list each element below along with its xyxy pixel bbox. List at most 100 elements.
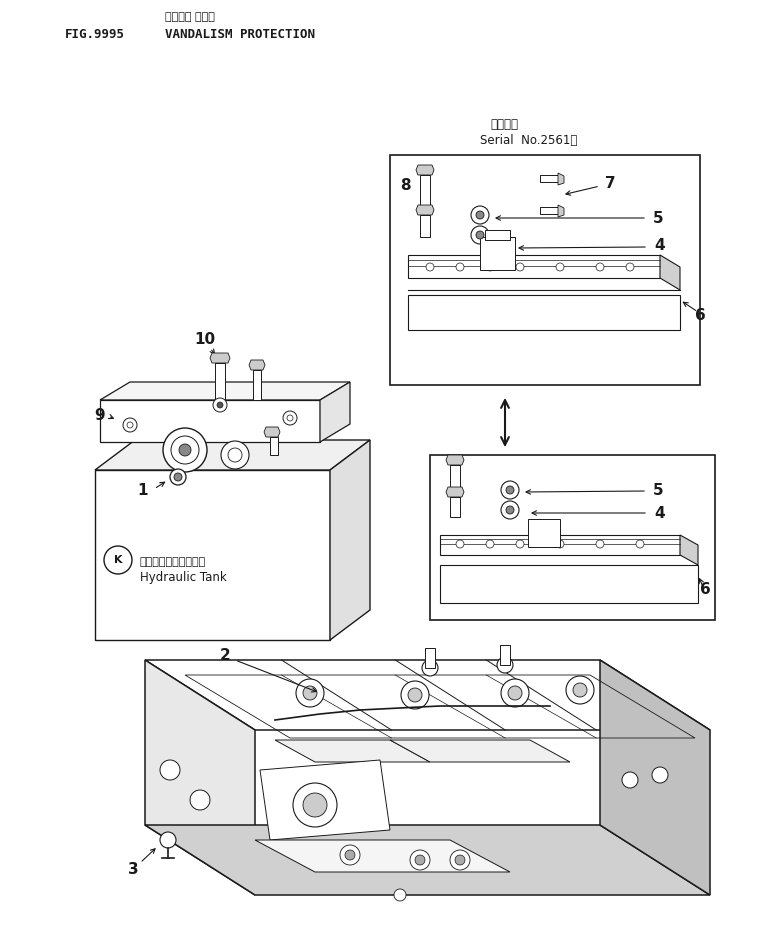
Text: FIG.9995: FIG.9995 [65,28,125,41]
Circle shape [410,850,430,870]
Text: 5: 5 [653,211,663,226]
Circle shape [221,441,249,469]
Circle shape [501,501,519,519]
Circle shape [573,683,587,697]
Circle shape [213,398,227,412]
Circle shape [228,448,242,462]
Circle shape [104,546,132,574]
Circle shape [422,660,438,676]
Bar [430,455,715,620]
Bar [440,565,698,603]
Circle shape [127,422,133,428]
Circle shape [476,231,484,239]
Polygon shape [275,740,430,762]
Circle shape [652,767,668,783]
Circle shape [516,263,524,271]
Circle shape [596,263,604,271]
Circle shape [293,783,337,827]
Text: 10: 10 [194,332,215,347]
Circle shape [456,263,464,271]
Text: 6: 6 [700,583,710,598]
Circle shape [217,402,223,408]
Circle shape [486,263,494,271]
Circle shape [170,469,186,485]
Circle shape [636,540,644,548]
Circle shape [283,411,297,425]
Circle shape [501,679,529,707]
Polygon shape [390,740,570,762]
Bar [215,363,225,400]
Bar [425,648,435,668]
Text: Serial  No.2561～: Serial No.2561～ [480,134,577,147]
Circle shape [340,845,360,865]
Polygon shape [600,660,710,895]
Circle shape [508,686,522,700]
Circle shape [123,418,137,432]
Bar [95,470,330,640]
Bar [540,175,558,182]
Text: 7: 7 [604,176,615,191]
Circle shape [556,263,564,271]
Text: 2: 2 [219,647,230,662]
Circle shape [622,772,638,788]
Polygon shape [100,382,350,400]
Circle shape [471,206,489,224]
Circle shape [497,657,513,673]
Circle shape [163,428,207,472]
Circle shape [456,540,464,548]
Circle shape [506,486,514,494]
Circle shape [501,481,519,499]
Polygon shape [260,760,390,840]
Circle shape [506,506,514,514]
Polygon shape [660,255,680,290]
Polygon shape [145,660,255,895]
Polygon shape [320,382,350,442]
Text: 5: 5 [653,482,663,497]
Text: ハイドロリックタンク: ハイドロリックタンク [140,557,206,567]
Polygon shape [264,427,280,437]
Circle shape [174,473,182,481]
Circle shape [179,444,191,456]
Polygon shape [95,440,370,470]
Text: イタズラ ボウゴ: イタズラ ボウゴ [165,12,215,22]
Circle shape [394,889,406,901]
Circle shape [287,415,293,421]
Circle shape [408,688,422,702]
Polygon shape [558,173,564,185]
Bar [480,237,515,270]
Circle shape [345,850,355,860]
Polygon shape [249,360,265,370]
Polygon shape [210,353,230,363]
Polygon shape [145,660,710,730]
Bar [540,207,558,214]
Circle shape [450,850,470,870]
Circle shape [190,790,210,810]
Bar [270,437,278,455]
Circle shape [303,686,317,700]
Bar [100,400,320,442]
Text: 1: 1 [138,482,148,497]
Text: 4: 4 [655,237,666,252]
Text: K: K [114,555,122,565]
Bar [390,155,700,385]
Bar [420,215,430,237]
Circle shape [455,855,465,865]
Polygon shape [145,825,710,895]
Circle shape [426,263,434,271]
Polygon shape [680,535,698,565]
Polygon shape [416,205,434,215]
Circle shape [171,436,199,464]
Bar [450,497,460,517]
Circle shape [486,540,494,548]
Circle shape [516,540,524,548]
Circle shape [401,681,429,709]
Bar [253,370,261,400]
Text: 8: 8 [399,177,410,193]
Polygon shape [408,295,680,330]
Text: 9: 9 [95,407,105,422]
Bar [528,519,560,547]
Circle shape [303,793,327,817]
Circle shape [596,540,604,548]
Text: VANDALISM PROTECTION: VANDALISM PROTECTION [165,28,315,41]
Polygon shape [446,455,464,465]
